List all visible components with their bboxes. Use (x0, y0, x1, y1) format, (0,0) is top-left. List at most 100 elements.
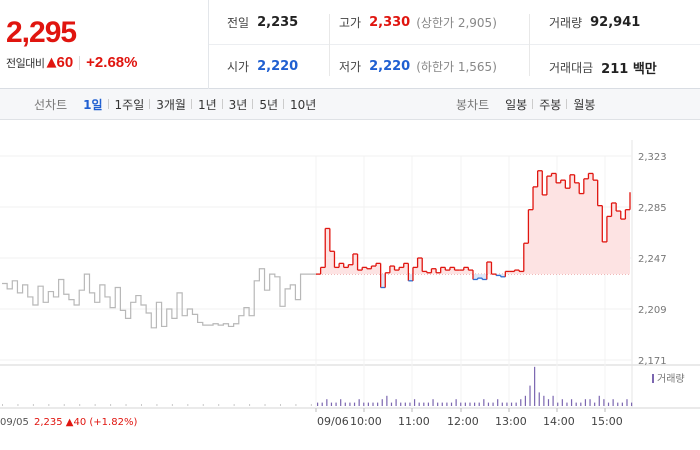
tab-weekly[interactable]: 주봉 (532, 96, 567, 113)
volume-bar (363, 402, 365, 406)
volume-bar (469, 402, 471, 406)
prev-day-info: 09/05 2,235 ▲40 (+1.82%) (0, 417, 137, 428)
stat-label: 시가 (227, 60, 250, 74)
volume-bar (598, 395, 600, 406)
volume-legend-swatch (652, 374, 654, 383)
volume-bar (377, 402, 379, 406)
change-percent: +2.68% (86, 54, 138, 71)
volume-bar (552, 395, 554, 406)
divider (209, 44, 700, 45)
price-tick-label: 2,209 (638, 305, 667, 316)
prev-day-line (2, 268, 316, 329)
candle-chart-tabs: 봉차트 일봉 주봉 월봉 (456, 89, 601, 120)
price-tick-label: 2,247 (638, 254, 667, 265)
volume-bar (79, 404, 81, 406)
volume-bar (510, 402, 513, 406)
lower-limit: (하한가 1,565) (416, 60, 497, 74)
volume-bar (32, 404, 34, 406)
tab-10y[interactable]: 10년 (283, 96, 322, 113)
volume-bar (483, 399, 485, 406)
volume-bar (492, 402, 494, 406)
stat-label: 저가 (339, 60, 362, 74)
volume-bar (455, 399, 457, 406)
stat-value: 92,941 (590, 15, 641, 30)
volume-bar (603, 399, 605, 406)
volume-bar (110, 404, 112, 406)
volume-bar (390, 402, 393, 406)
price-tick-label: 2,285 (638, 203, 667, 214)
price-axis: 2,323 2,285 2,247 2,209 2,171 (638, 152, 667, 367)
volume-bar (561, 399, 563, 406)
stat-value: 2,220 (257, 59, 299, 74)
change-label: 전일대비 (6, 56, 45, 70)
line-chart-tabs: 선차트 1일 1주일 3개월 1년 3년 5년 10년 (34, 89, 322, 120)
tab-1d[interactable]: 1일 (83, 98, 103, 112)
volume-bar (326, 399, 328, 406)
volume-bar (631, 402, 633, 406)
volume-bar (626, 399, 628, 406)
time-tick-label: 14:00 (543, 415, 575, 428)
volume-bar (529, 385, 531, 406)
volume-bar (450, 402, 453, 406)
volume-bar (566, 402, 568, 406)
volume-bar (372, 402, 374, 406)
volume-bar (321, 402, 323, 406)
divider (79, 55, 81, 70)
tab-1y[interactable]: 1년 (190, 96, 223, 113)
volume-bar (264, 404, 266, 406)
price-series (2, 170, 631, 329)
volume-bar (187, 404, 189, 406)
time-tick-label: 11:00 (398, 415, 430, 428)
volume-bar (487, 402, 490, 406)
tab-3y[interactable]: 3년 (221, 96, 254, 113)
price-tick-label: 2,323 (638, 152, 667, 163)
volume-bar (464, 402, 466, 406)
stat-low: 저가 2,220 (하한가 1,565) (339, 58, 497, 75)
divider (529, 14, 530, 76)
tab-1w[interactable]: 1주일 (107, 96, 151, 113)
volume-bar (621, 402, 623, 406)
up-area (316, 170, 630, 275)
candle-chart-label: 봉차트 (456, 98, 490, 112)
quote-summary: 2,295 전일대비 ▲ 60 +2.68% 전일 2,235 고가 2,330… (0, 0, 700, 89)
volume-bar (594, 402, 596, 406)
volume-bar (409, 402, 411, 406)
volume-bar (413, 399, 416, 406)
volume-bar (460, 402, 462, 406)
volume-bar (249, 404, 251, 406)
volume-bar (2, 404, 3, 406)
tab-3m[interactable]: 3개월 (149, 96, 192, 113)
prev-day-change: 2,235 ▲40 (+1.82%) (34, 417, 137, 428)
volume-bar (515, 402, 517, 406)
volume-bar (335, 402, 337, 406)
time-axis: 09/06 10:00 11:00 12:00 13:00 14:00 15:00 (315, 408, 623, 428)
tab-monthly[interactable]: 월봉 (566, 96, 601, 113)
tab-daily[interactable]: 일봉 (505, 98, 528, 112)
volume-bar (538, 392, 540, 406)
volume-bar (584, 399, 587, 406)
stat-label: 거래량 (549, 16, 583, 30)
chart-grid (0, 140, 700, 409)
volume-bar (381, 399, 383, 406)
volume-bar (427, 402, 430, 406)
volume-bar (330, 402, 333, 406)
volume-bar (358, 399, 360, 406)
stat-prev-close: 전일 2,235 (227, 14, 298, 31)
volume-bar (218, 404, 220, 406)
stat-value: 2,330 (369, 15, 411, 30)
tab-5y[interactable]: 5년 (252, 96, 284, 113)
volume-bar (171, 404, 173, 406)
line-chart-label: 선차트 (34, 98, 68, 112)
volume-legend: 거래량 (652, 373, 685, 385)
volume-bar (140, 404, 142, 406)
volume-bar (125, 404, 127, 406)
time-tick-label: 12:00 (447, 415, 479, 428)
volume-bar (607, 402, 610, 406)
volume-bar (557, 402, 559, 406)
divider (329, 14, 330, 76)
volume-bar (437, 402, 439, 406)
prev-day-date: 09/05 (0, 417, 29, 428)
volume-bar (367, 402, 369, 406)
time-tick-label: 09/06 (317, 415, 349, 428)
